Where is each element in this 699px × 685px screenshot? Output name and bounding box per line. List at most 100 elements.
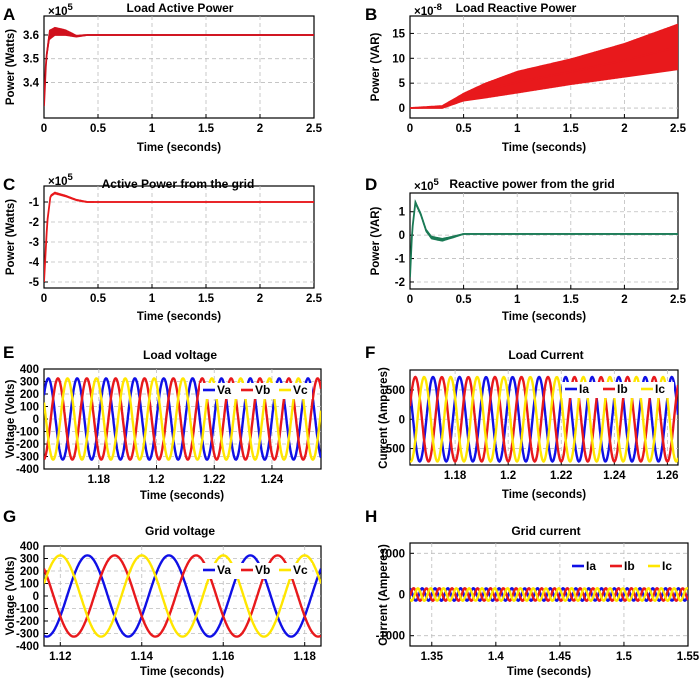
panel-letter: G [3,507,16,526]
y-tick-label: 5 [399,78,406,90]
y-tick-label: -300 [16,629,39,641]
x-tick-label: 2 [257,123,263,135]
legend-label: Ic [655,382,665,396]
multiplier-exponent: 5 [68,172,74,183]
x-tick-label: 1.5 [198,123,215,135]
y-tick-label: -1 [395,254,406,266]
x-tick-label: 1.26 [656,470,678,482]
plot-content [44,26,314,107]
x-tick-label: 1 [149,123,156,135]
series-line-ib [410,586,688,603]
panel-letter: D [365,175,377,194]
chart-title: Grid current [511,524,580,538]
y-tick-label: 0 [399,230,405,242]
x-tick-label: 0.5 [456,123,473,135]
chart-title: Load Active Power [127,1,234,15]
x-tick-label: 2 [621,294,627,306]
panel-letter: A [3,5,15,24]
chart-panel-h: 1.35 1.4 1.45 1.5 1.55 -1000 0 1000 Ia Ib Ic Grid c… [365,507,699,678]
chart-panel-f: 1.18 1.2 1.22 1.24 1.26 -500 0 500 Ia Ib Ic Load Cu… [365,343,679,501]
x-tick-label: 0.5 [456,294,473,306]
axis-multiplier: ×10-8 [414,2,442,18]
x-axis-label: Time (seconds) [140,666,224,678]
x-tick-label: 1.24 [261,474,284,486]
multiplier-base: ×10 [48,176,68,188]
plot-content [410,199,678,278]
y-tick-label: -300 [16,452,39,464]
legend: Va Vb Vc [200,383,312,399]
y-tick-label: -200 [16,616,39,628]
legend-label: Ib [617,382,628,396]
legend-box [200,383,312,399]
multiplier-base: ×10 [48,6,68,18]
chart-title: Active Power from the grid [102,177,255,191]
y-tick-label: 400 [20,364,39,376]
y-tick-label: 1000 [379,548,405,560]
y-tick-label: 0 [33,414,39,426]
legend-box [200,563,312,579]
y-tick-label: 3.6 [23,30,39,42]
y-tick-label: -1 [29,197,40,209]
multiplier-base: ×10 [414,181,434,193]
x-tick-label: 1.16 [212,651,234,663]
y-tick-label: -100 [16,604,39,616]
y-tick-label: 0 [399,414,405,426]
legend-label: Va [217,383,231,397]
y-axis-label: Power (VAR) [370,32,382,101]
legend-label: Vc [293,563,308,577]
x-axis-label: Time (seconds) [502,311,586,323]
y-tick-label: 300 [20,554,39,566]
series-line-vc [44,554,321,638]
x-axis-label: Time (seconds) [507,666,591,678]
series-line [410,45,678,109]
x-tick-label: 1.5 [198,293,215,305]
legend: Ia Ib Ic [569,559,681,575]
plot-content [410,586,688,603]
x-tick-label: 1.14 [131,651,154,663]
plot-area [43,545,322,647]
y-tick-label: 100 [20,402,39,414]
panel-letter: B [365,5,377,24]
plot-content [410,23,678,109]
panel-letter: H [365,507,377,526]
y-tick-label: 200 [20,389,39,401]
x-axis-label: Time (seconds) [137,142,221,154]
chart-panel-e: 1.18 1.2 1.22 1.24 -400-300-200-100010020030… [3,343,322,502]
y-tick-label: 0 [399,103,405,115]
y-axis-label: Power (VAR) [370,206,382,275]
y-tick-label: 15 [392,28,405,40]
panel-letter: E [3,343,14,362]
multiplier-exponent: 5 [68,2,74,13]
multiplier-exponent: 5 [434,177,440,188]
x-tick-label: 1.22 [550,470,572,482]
chart-title: Reactive power from the grid [449,177,614,191]
chart-panel-g: 1.12 1.14 1.16 1.18 -400-300-200-10001002003… [3,507,322,678]
legend-label: Ic [662,559,672,573]
chart-title: Load voltage [143,348,217,362]
x-axis-label: Time (seconds) [137,311,221,323]
y-tick-label: 1 [399,207,406,219]
legend-label: Ia [586,559,596,573]
y-tick-label: -500 [382,444,405,456]
legend-label: Vb [255,563,270,577]
series-line-vb [44,377,321,461]
x-tick-label: 1.22 [203,474,225,486]
y-tick-label: -400 [16,464,39,476]
x-tick-label: 1 [514,123,521,135]
y-tick-label: 400 [20,541,39,553]
y-axis-label: Voltage (Volts) [5,556,17,635]
chart-title: Load Reactive Power [456,1,577,15]
x-tick-label: 2.5 [670,294,687,306]
legend-label: Vc [293,383,308,397]
plot-content [44,554,321,638]
x-tick-label: 1.55 [677,651,699,663]
legend: Ia Ib Ic [562,382,674,398]
panel-letter: C [3,175,15,194]
chart-title: Load Current [508,348,583,362]
legend-label: Ib [624,559,635,573]
plot-area [409,192,679,290]
x-tick-label: 1.45 [549,651,572,663]
x-axis-label: Time (seconds) [502,489,586,501]
x-tick-label: 1.5 [563,123,580,135]
